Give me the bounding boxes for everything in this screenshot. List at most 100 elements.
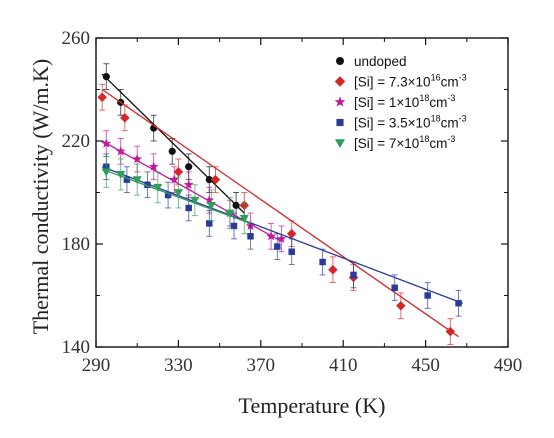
axes-layer: 290 330 370 410 450 490 140 180 220 260 Temperatur… [28, 28, 522, 418]
legend-superscript: 18 [419, 93, 429, 103]
legend-text-part: cm [429, 95, 447, 110]
series-4 [101, 155, 251, 235]
y-tick-label: 220 [62, 131, 91, 152]
legend-item-4: [Si] = 7×1018cm-3 [334, 134, 455, 151]
x-tick-label: 330 [164, 355, 193, 376]
legend-label: [Si] = 7.3×1016cm-3 [354, 73, 467, 90]
data-point [132, 176, 142, 185]
data-point [247, 233, 254, 240]
fit-line [101, 73, 245, 214]
legend: undoped[Si] = 7.3×1016cm-3[Si] = 1×1018c… [334, 54, 467, 151]
data-point [455, 299, 462, 307]
data-point [204, 195, 215, 205]
data-point [185, 163, 193, 171]
legend-label: [Si] = 3.5×1018cm-3 [354, 114, 467, 131]
data-point [266, 231, 276, 241]
data-point [206, 220, 213, 227]
data-point [350, 271, 357, 279]
data-point [288, 248, 295, 255]
data-point [123, 176, 131, 183]
data-point [445, 326, 456, 337]
data-point [424, 292, 431, 299]
fit-line [101, 88, 459, 338]
series-0 [101, 63, 245, 219]
data-point [286, 228, 297, 239]
data-point [396, 301, 406, 311]
fit-line [101, 140, 282, 242]
series-2 [101, 130, 287, 253]
data-point [101, 138, 112, 148]
x-tick-label: 410 [329, 355, 358, 376]
legend-text-part: cm [441, 75, 459, 90]
x-axis-title: Temperature (K) [239, 393, 386, 418]
legend-superscript: 18 [431, 114, 441, 124]
legend-item-3: [Si] = 3.5×1018cm-3 [336, 114, 467, 131]
legend-item-0: undoped [336, 54, 407, 69]
x-tick-label: 450 [411, 355, 440, 376]
legend-marker [334, 76, 346, 87]
legend-item-1: [Si] = 7.3×1016cm-3 [334, 73, 467, 90]
data-point [173, 189, 183, 198]
series-3 [101, 153, 463, 317]
data-point [391, 284, 398, 292]
data-point [168, 147, 176, 155]
legend-superscript: -3 [459, 114, 467, 124]
fit-line [101, 166, 463, 304]
legend-text-part: cm [429, 136, 447, 151]
legend-text-part: cm [441, 116, 459, 131]
plot-layer [97, 63, 463, 345]
legend-label: [Si] = 7×1018cm-3 [354, 134, 455, 151]
x-tick-label: 490 [494, 355, 523, 376]
data-point [239, 214, 249, 223]
data-point [120, 113, 130, 123]
legend-text-part: [Si] = 7.3×10 [354, 75, 431, 90]
data-point [319, 258, 326, 266]
data-point [101, 168, 111, 177]
legend-superscript: 16 [431, 73, 441, 83]
data-point [230, 222, 238, 230]
x-tick-label: 370 [247, 355, 276, 376]
legend-marker [336, 118, 344, 127]
data-point [328, 265, 338, 275]
legend-label: [Si] = 1×1018cm-3 [354, 93, 455, 110]
y-axis-title: Thermal conductivity (W/m.K) [28, 59, 53, 335]
data-point [185, 204, 192, 212]
data-point [225, 209, 235, 218]
legend-marker [336, 57, 344, 65]
data-point [276, 233, 287, 243]
legend-text-part: [Si] = 7×10 [354, 136, 419, 151]
data-point [205, 176, 213, 184]
legend-superscript: -3 [459, 73, 467, 83]
data-point [232, 201, 240, 209]
data-point [210, 174, 221, 185]
y-tick-label: 140 [62, 337, 91, 358]
data-point [144, 181, 151, 189]
data-point [97, 92, 107, 102]
legend-label: undoped [354, 54, 407, 69]
data-point [116, 171, 126, 180]
legend-superscript: -3 [447, 93, 455, 103]
x-tick-label: 290 [82, 355, 111, 376]
data-point [173, 167, 184, 177]
data-point [274, 243, 281, 250]
data-point [183, 179, 194, 189]
legend-marker [334, 139, 346, 149]
data-point [115, 146, 126, 156]
data-point [153, 183, 163, 192]
data-point [169, 174, 180, 184]
y-tick-label: 260 [62, 28, 91, 49]
fit-line [101, 168, 251, 225]
legend-text-part: undoped [354, 54, 407, 69]
data-point [190, 196, 200, 205]
data-point [164, 191, 172, 199]
y-tick-label: 180 [62, 234, 91, 255]
data-point [148, 161, 159, 171]
legend-superscript: -3 [447, 134, 455, 144]
data-point [132, 153, 143, 164]
data-point [206, 201, 216, 210]
legend-text-part: [Si] = 3.5×10 [354, 116, 431, 131]
legend-marker [334, 96, 346, 107]
legend-text-part: [Si] = 1×10 [354, 95, 419, 110]
legend-superscript: 18 [419, 134, 429, 144]
